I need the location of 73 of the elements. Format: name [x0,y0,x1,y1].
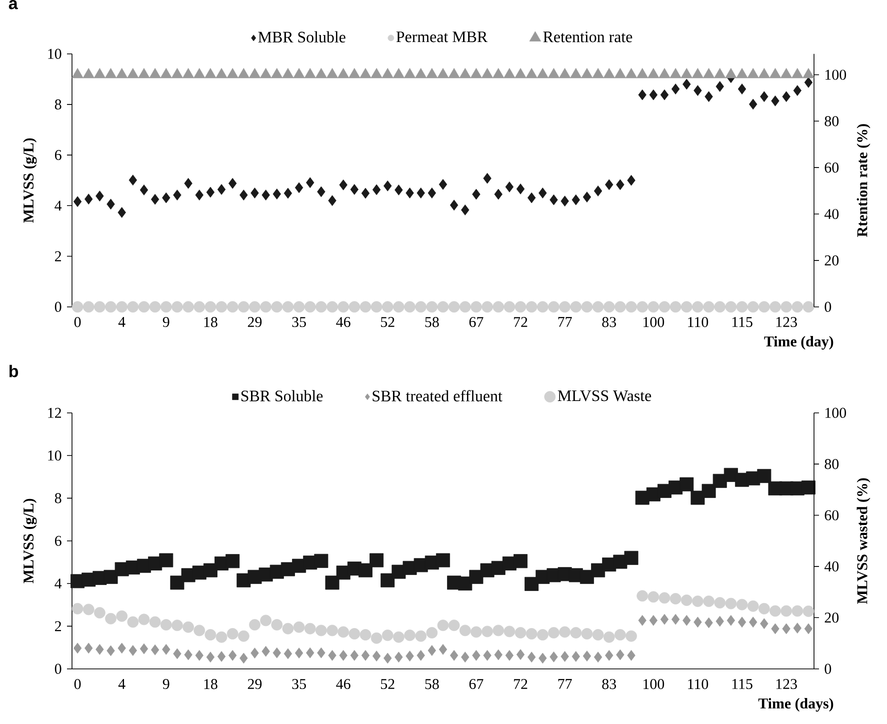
legend-label: SBR treated effluent [372,390,502,402]
x-tick-label: 4 [118,679,126,689]
x-tick-label: 72 [514,679,528,689]
x-tick-label: 123 [776,317,797,328]
x-tick-label: 67 [469,679,484,690]
x-tick-label: 35 [292,317,306,328]
x-tick-label: 35 [292,679,306,690]
y-axis-title: MLVSS (g/L) [23,138,37,223]
x-tick-label: 83 [602,679,616,690]
y-tick-label: 2 [55,251,61,262]
x-tick-label: 18 [204,679,218,690]
y-tick-label: 0 [54,302,62,312]
x-tick-label: 29 [248,679,262,690]
y-axis-title: MLVSS (g/L) [23,498,37,584]
x-tick-label: 110 [688,317,708,328]
y2-tick-label: 0 [824,302,832,312]
x-tick-label: 46 [336,679,350,690]
x-tick-label: 0 [74,679,81,690]
x-tick-label: 83 [602,317,616,328]
legend-label: Retention rate [543,32,632,42]
x-tick-label: 58 [425,317,439,328]
y-tick-label: 6 [54,536,62,546]
x-tick-label: 115 [732,679,752,690]
x-tick-label: 52 [381,317,394,328]
x-tick-label: 9 [162,679,170,690]
y-tick-label: 2 [55,621,61,632]
y-tick-label: 8 [54,99,62,110]
legend-label: MLVSS Waste [558,390,652,402]
legend-label: SBR Soluble [241,390,323,402]
y2-tick-label: 20 [824,612,839,623]
x-tick-label: 29 [248,317,262,328]
y-tick-label: 0 [54,664,62,674]
x-axis-title: Time (days) [758,698,834,712]
x-tick-label: 67 [469,317,484,328]
y2-tick-label: 40 [824,209,839,220]
x-tick-label: 9 [162,317,170,328]
y-tick-label: 4 [54,578,62,589]
chart-title: b [10,364,18,378]
y2-tick-label: 100 [825,408,846,418]
x-tick-label: 115 [732,317,752,328]
y2-tick-label: 80 [824,116,839,126]
x-tick-label: 58 [425,679,439,690]
y-tick-label: 4 [54,200,62,211]
x-tick-label: 123 [776,679,797,690]
x-tick-label: 4 [118,317,126,327]
y2-axis-title: MLVSS wasted (%) [856,478,870,604]
x-tick-label: 46 [336,317,350,328]
chart-title: a [8,0,18,10]
y-tick-label: 8 [54,493,62,504]
y2-tick-label: 0 [824,664,832,674]
legend-label: MBR Soluble [258,31,346,43]
y2-tick-label: 60 [824,162,839,173]
x-tick-label: 77 [558,679,572,689]
x-tick-label: 52 [381,679,394,690]
y-tick-label: 10 [48,48,62,59]
y-tick-label: 10 [48,450,62,461]
x-tick-label: 110 [688,679,708,690]
x-axis-title: Time (day) [764,336,834,350]
x-tick-label: 100 [644,679,664,690]
y-tick-label: 12 [48,408,61,418]
y2-tick-label: 40 [824,561,839,572]
x-tick-label: 18 [204,317,218,328]
x-tick-label: 0 [74,317,81,328]
x-tick-label: 100 [644,317,664,328]
y2-tick-label: 60 [824,510,839,520]
y2-axis-title: Rtention rate (%) [856,124,870,238]
legend-label: Permeat MBR [396,32,488,42]
x-tick-label: 72 [514,317,528,327]
x-tick-label: 77 [558,317,572,327]
y2-tick-label: 80 [824,459,839,470]
y2-tick-label: 100 [825,70,846,80]
y-tick-label: 6 [54,150,62,160]
y2-tick-label: 20 [824,255,839,266]
